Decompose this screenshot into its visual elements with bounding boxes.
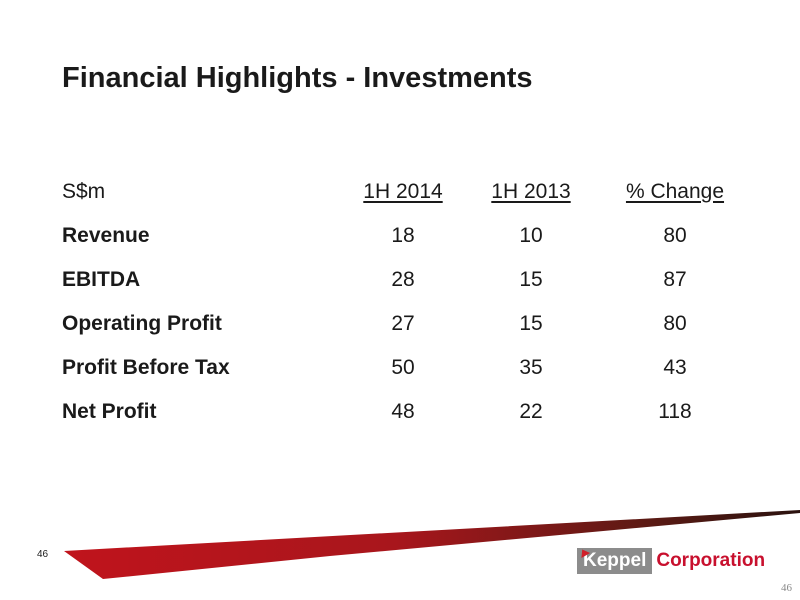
header-pct-change: % Change (600, 170, 750, 214)
row-label: Revenue (62, 224, 150, 247)
cell-1h-2013: 22 (519, 400, 543, 423)
cell-1h-2013: 10 (519, 224, 543, 247)
cell-pct-change: 87 (663, 268, 687, 291)
cell-pct-change: 43 (663, 356, 687, 379)
row-label: Operating Profit (62, 312, 222, 335)
cell-1h-2013: 15 (519, 312, 543, 335)
slide-title: Financial Highlights - Investments (62, 62, 533, 94)
cell-1h-2014: 18 (391, 224, 415, 247)
table-row: Revenue 18 10 80 (62, 214, 750, 258)
cell-1h-2014: 28 (391, 268, 415, 291)
financial-table: S$m 1H 2014 1H 2013 % Change Revenue 18 … (62, 170, 750, 434)
cell-pct-change: 118 (658, 400, 692, 423)
cell-1h-2014: 27 (391, 312, 415, 335)
header-1h-2014: 1H 2014 (344, 170, 462, 214)
logo-keppel-block: Keppel (577, 546, 653, 574)
cell-1h-2014: 48 (391, 400, 415, 423)
cell-pct-change: 80 (663, 312, 687, 335)
cell-pct-change: 80 (663, 224, 687, 247)
table-header-row: S$m 1H 2014 1H 2013 % Change (62, 170, 750, 214)
table-row: Operating Profit 27 15 80 (62, 302, 750, 346)
page-number-left: 46 (37, 549, 49, 560)
keppel-logo: Keppel Corporation (577, 546, 766, 574)
logo-corporation-text: Corporation (656, 550, 766, 571)
cell-1h-2014: 50 (391, 356, 415, 379)
header-pct-change-text: % Change (625, 180, 725, 203)
header-1h-2014-text: 1H 2014 (363, 180, 443, 203)
logo-keppel-text: Keppel (583, 550, 647, 571)
table-row: Profit Before Tax 50 35 43 (62, 346, 750, 390)
cell-1h-2013: 35 (519, 356, 543, 379)
row-label: Net Profit (62, 400, 157, 423)
header-1h-2013: 1H 2013 (462, 170, 600, 214)
row-label: Profit Before Tax (62, 356, 230, 379)
header-unit-label: S$m (62, 180, 106, 203)
table-row: Net Profit 48 22 118 (62, 390, 750, 434)
page-number-right: 46 (781, 582, 792, 594)
table-row: EBITDA 28 15 87 (62, 258, 750, 302)
row-label: EBITDA (62, 268, 141, 291)
header-1h-2013-text: 1H 2013 (491, 180, 571, 203)
cell-1h-2013: 15 (519, 268, 543, 291)
